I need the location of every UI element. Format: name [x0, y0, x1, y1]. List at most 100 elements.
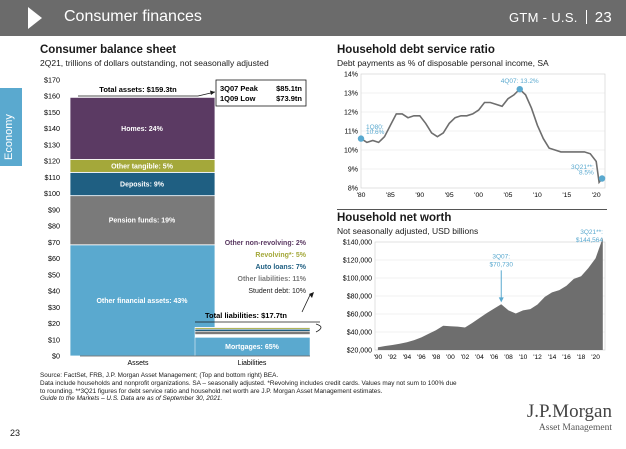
dsr-y-tick: 14%: [344, 72, 358, 79]
nw-y-tick: $40,000: [347, 330, 372, 337]
footnote-source: Source: FactSet, FRB, J.P. Morgan Asset …: [40, 372, 279, 379]
debt-service-axes: 8% 9% 10% 11% 12% 13% 14% '80 '85 '90 '95 '00 '05 '10…: [344, 72, 606, 199]
balance-sheet-subtitle: 2Q21, trillions of dollars outstanding, …: [40, 58, 269, 68]
assets-callout: Total assets: $159.3tn: [99, 85, 177, 94]
peak-low-box: [215, 79, 307, 107]
nw-y-tick: $20,000: [347, 348, 372, 355]
header-right: GTM - U.S. 23: [509, 9, 612, 26]
y-tick-label: $0: [52, 352, 60, 361]
balance-bars: Other financial assets: 43% Pension funds…: [69, 96, 311, 357]
nw-y-tick: $100,000: [343, 276, 372, 283]
assets-segment-label: Deposits: 9%: [120, 182, 165, 189]
y-tick-label: $50: [48, 270, 60, 279]
label-other-non-revolving: Other non-revolving: 2%: [225, 240, 307, 247]
liabilities-callout: Total liabilities: $17.7tn: [205, 311, 287, 320]
debt-service-plot: [357, 86, 606, 185]
nw-x-tick: '10: [519, 354, 528, 361]
header-separator: [585, 10, 587, 24]
low-value: $73.9tn: [276, 94, 302, 103]
y-tick-label: $30: [48, 303, 60, 312]
low-label: 1Q09 Low: [220, 94, 256, 103]
liabilities-segment: [194, 331, 311, 335]
nw-y-tick: $80,000: [347, 294, 372, 301]
dsr-x-tick: '80: [357, 192, 366, 199]
nw-x-tick: '14: [548, 354, 557, 361]
dsr-x-tick: '15: [562, 192, 571, 199]
ann-3q21: 3Q21**:: [571, 164, 594, 171]
dsr-y-tick: 12%: [344, 110, 358, 117]
liabilities-segment: [194, 329, 311, 332]
liabilities-segment-label: Mortgages: 65%: [225, 344, 279, 351]
net-worth-chart: $20,000 $40,000 $60,000 $80,000 $100,000 $120…: [343, 229, 606, 361]
y-tick-label: $150: [44, 108, 60, 117]
assets-segment-label: Pension funds: 19%: [109, 218, 176, 225]
nw-x-tick: '06: [490, 354, 499, 361]
header-bar: Consumer finances GTM - U.S. 23: [0, 0, 626, 36]
dsr-y-tick: 10%: [344, 148, 358, 155]
label-other-liabilities: Other liabilities: 11%: [238, 276, 307, 283]
dsr-x-tick: '90: [415, 192, 424, 199]
nw-x-tick: '92: [388, 354, 397, 361]
ann-4q07: 4Q07: 13.2%: [501, 78, 539, 85]
liabilities-brace: [315, 323, 322, 333]
y-tick-label: $160: [44, 92, 60, 101]
y-tick-label: $80: [48, 222, 60, 231]
nw-x-tick: '90: [374, 354, 383, 361]
student-debt-arrow-head: [309, 292, 314, 298]
assets-segment: [69, 244, 216, 357]
label-auto-loans: Auto loans: 7%: [255, 264, 306, 271]
net-worth-plot: [377, 237, 603, 350]
dsr-highlight-point: [357, 135, 365, 142]
nw-x-tick: '12: [533, 354, 542, 361]
nw-x-tick: '98: [432, 354, 441, 361]
dsr-x-tick: '05: [504, 192, 513, 199]
dsr-x-tick: '10: [533, 192, 542, 199]
footnote-data: Data include households and nonprofit or…: [40, 379, 457, 387]
nw-x-tick: '94: [403, 354, 412, 361]
net-worth-axes: $20,000 $40,000 $60,000 $80,000 $100,000 $120…: [343, 240, 606, 361]
dsr-highlight-point: [598, 175, 606, 182]
ann-3q07: 3Q07:: [492, 253, 510, 260]
y-tick-label: $110: [45, 173, 60, 182]
nw-x-tick: '00: [446, 354, 455, 361]
net-worth-title: Household net worth: [337, 212, 452, 224]
y-tick-label: $130: [44, 140, 60, 149]
dsr-x-tick: '20: [592, 192, 601, 199]
ann-1q80-value: 10.6%: [366, 129, 385, 136]
nw-y-tick: $60,000: [347, 312, 372, 319]
y-tick-label: $140: [44, 124, 60, 133]
sidebar-tab: Economy: [0, 88, 22, 166]
assets-segment-label: Homes: 24%: [121, 126, 163, 133]
page-number: 23: [10, 428, 21, 438]
dsr-x-tick: '00: [474, 192, 483, 199]
nw-y-tick: $140,000: [343, 240, 372, 247]
dsr-x-tick: '85: [386, 192, 395, 199]
nw-x-tick: '20: [591, 354, 600, 361]
y-tick-label: $40: [48, 287, 60, 296]
peak-arrow-head: [210, 90, 215, 95]
dsr-y-tick: 13%: [344, 91, 358, 98]
nw-x-tick: '04: [475, 354, 484, 361]
peak-value: $85.1tn: [276, 84, 302, 93]
category-liabilities: Liabilities: [238, 360, 267, 367]
assets-segment: [69, 195, 216, 246]
dsr-line: [360, 88, 603, 185]
assets-segment-label: Other financial assets: 43%: [96, 298, 188, 305]
ann-3q07-value: $70,730: [489, 261, 513, 268]
peak-label: 3Q07 Peak: [220, 84, 259, 93]
footnote-guide: Guide to the Markets – U.S. Data are as …: [40, 395, 223, 403]
logo-line2: Asset Management: [538, 423, 612, 433]
ann-3q21-nw: 3Q21**:: [580, 229, 603, 236]
ann-3q21-nw-value: $144,564: [576, 237, 603, 244]
assets-segment-label: Other tangible: 5%: [111, 163, 174, 170]
sidebar-label: Economy: [3, 114, 15, 160]
nw-x-tick: '16: [562, 354, 571, 361]
y-tick-label: $60: [48, 254, 60, 263]
region-label: GTM - U.S.: [508, 10, 578, 25]
dsr-x-tick: '95: [445, 192, 454, 199]
debt-service-subtitle: Debt payments as % of disposable persona…: [337, 58, 549, 68]
dsr-y-tick: 9%: [348, 167, 358, 174]
assets-segment: [69, 96, 216, 160]
ann-3q21-value: 8.5%: [579, 169, 594, 176]
net-worth-subtitle: Not seasonally adjusted, USD billions: [337, 226, 479, 236]
